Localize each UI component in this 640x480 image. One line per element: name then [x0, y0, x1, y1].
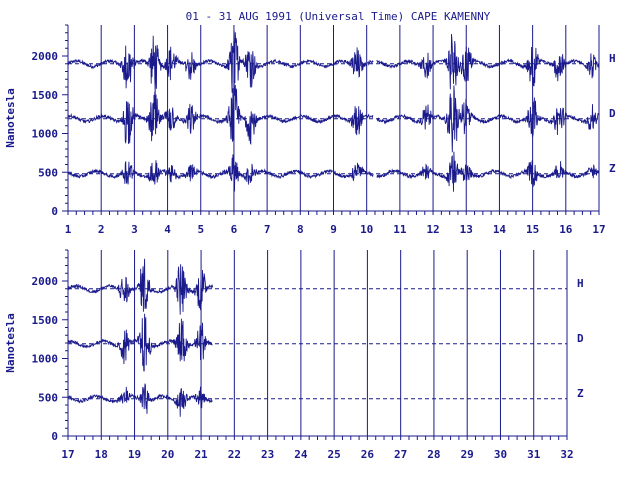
x-tick-label: 24 [294, 448, 308, 461]
series-trace-z [67, 383, 213, 417]
x-tick-label: 25 [328, 448, 341, 461]
x-tick-label: 29 [461, 448, 474, 461]
x-tick-label: 4 [164, 223, 171, 236]
x-tick-label: 27 [394, 448, 407, 461]
x-tick-label: 26 [361, 448, 375, 461]
chart-title: 01 - 31 AUG 1991 (Universal Time) CAPE K… [186, 10, 491, 23]
series-label-d: D [577, 332, 584, 345]
panel-2: 0 500 1000 1500 2000 17 18 19 20 21 22 23 24 25 26 27 28… [4, 249, 584, 461]
x-tick-label: 11 [393, 223, 407, 236]
x-tick-label: 16 [559, 223, 573, 236]
x-tick-label: 21 [194, 448, 208, 461]
series-label-z: Z [577, 387, 584, 400]
y-tick-label: 1500 [32, 89, 59, 102]
y-tick-label: 500 [38, 166, 58, 179]
series-label-d: D [609, 107, 616, 120]
y-tick-label: 1000 [32, 353, 59, 366]
x-tick-label: 18 [95, 448, 108, 461]
series-trace-h [67, 258, 213, 315]
x-tick-label: 30 [494, 448, 507, 461]
series-trace-d [67, 80, 600, 153]
series-label-z: Z [609, 162, 616, 175]
y-axis-label: Nanotesla [4, 313, 17, 373]
x-tick-label: 15 [526, 223, 539, 236]
x-tick-label: 5 [197, 223, 204, 236]
x-tick-label: 7 [264, 223, 271, 236]
x-tick-label: 31 [527, 448, 541, 461]
series-label-h: H [609, 52, 616, 65]
x-tick-label: 10 [360, 223, 373, 236]
x-tick-label: 14 [493, 223, 507, 236]
y-tick-label: 1000 [32, 128, 59, 141]
x-tick-label: 20 [161, 448, 174, 461]
x-tick-label: 13 [460, 223, 473, 236]
x-tick-label: 9 [330, 223, 337, 236]
x-tick-label: 19 [128, 448, 141, 461]
x-tick-label: 8 [297, 223, 304, 236]
x-tick-label: 1 [65, 223, 72, 236]
x-tick-label: 17 [592, 223, 605, 236]
x-tick-label: 17 [61, 448, 74, 461]
x-tick-label: 12 [426, 223, 439, 236]
y-tick-label: 1500 [32, 314, 59, 327]
x-tick-label: 23 [261, 448, 274, 461]
x-tick-label: 32 [560, 448, 573, 461]
series-label-h: H [577, 277, 584, 290]
x-tick-label: 2 [98, 223, 105, 236]
y-tick-label: 500 [38, 391, 58, 404]
series-trace-h [67, 30, 600, 95]
y-tick-label: 2000 [32, 275, 59, 288]
series-trace-z [67, 151, 599, 192]
y-tick-label: 0 [51, 430, 58, 443]
x-tick-label: 22 [228, 448, 241, 461]
x-tick-label: 3 [131, 223, 138, 236]
y-tick-label: 2000 [32, 50, 59, 63]
x-tick-label: 6 [231, 223, 238, 236]
series-trace-d [67, 313, 213, 372]
y-tick-label: 0 [51, 205, 58, 218]
y-axis-label: Nanotesla [4, 88, 17, 148]
x-tick-label: 28 [427, 448, 440, 461]
